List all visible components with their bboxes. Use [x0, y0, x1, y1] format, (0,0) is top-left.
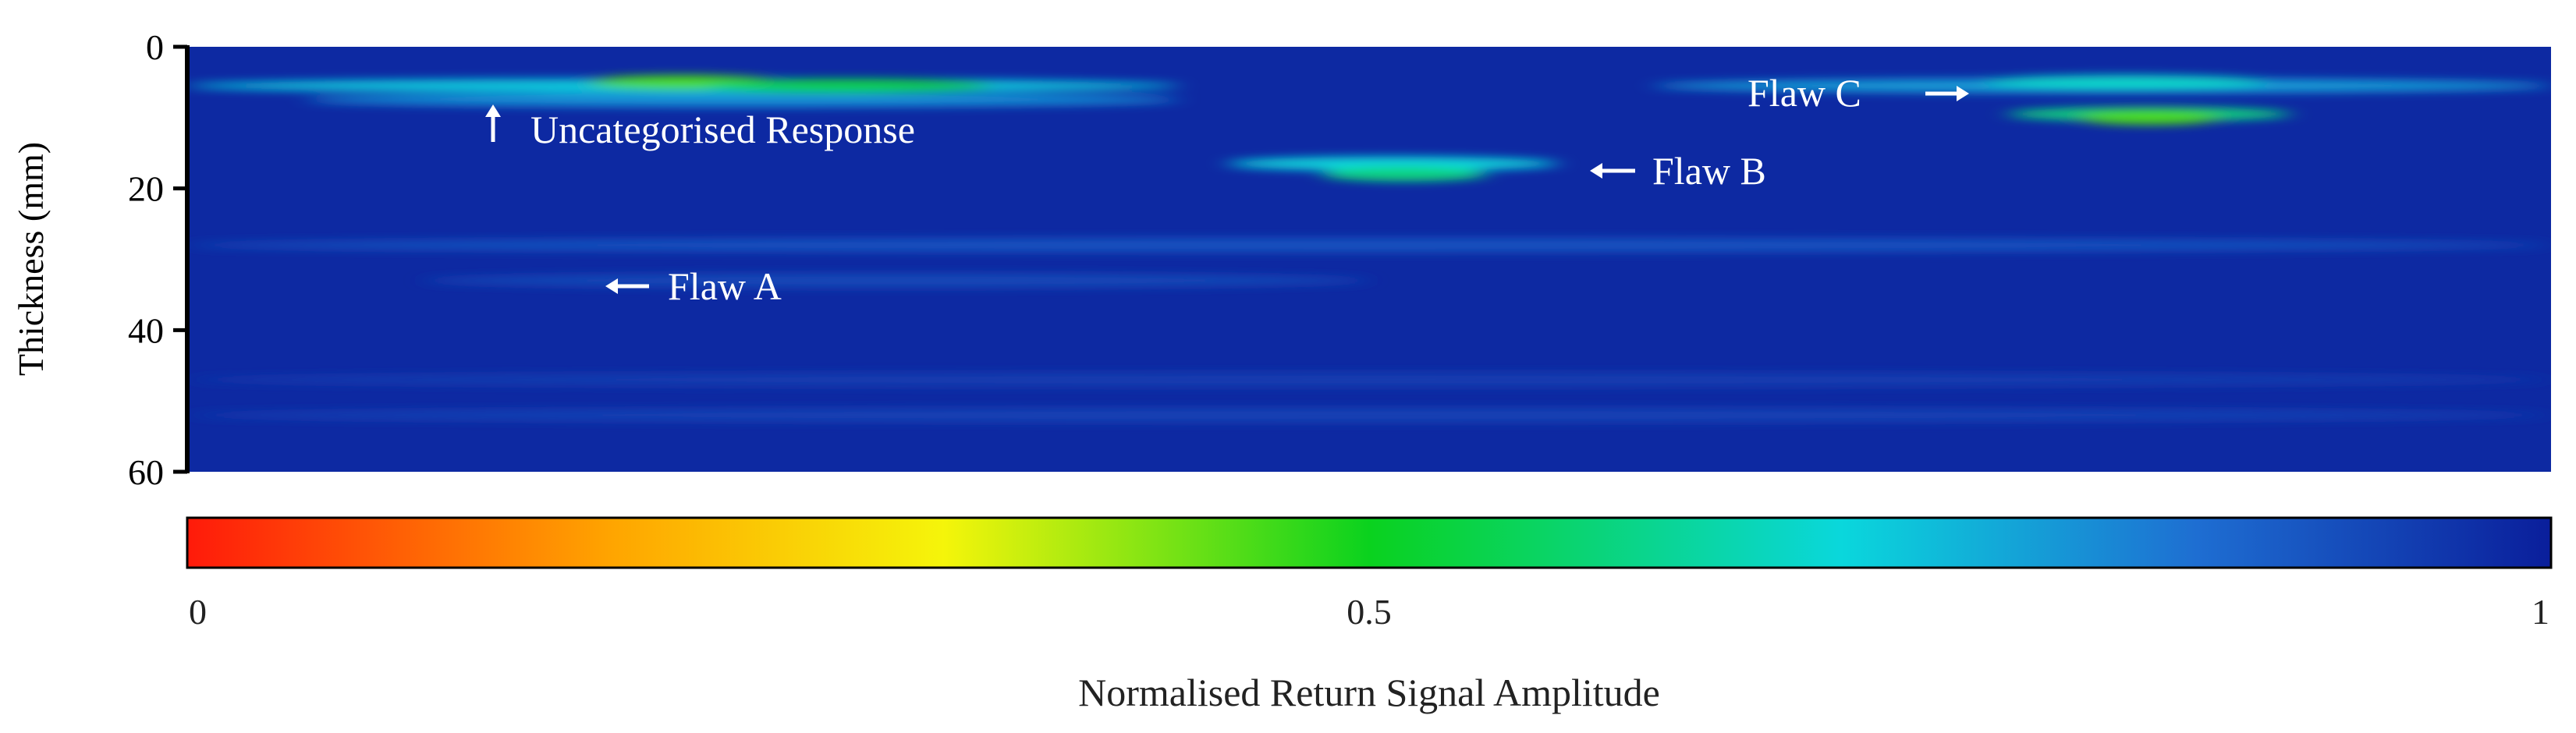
heatmap-plot-area [187, 47, 2551, 472]
y-axis: 0 20 40 60 Thickness (mm) [11, 27, 190, 492]
heatmap-feature [187, 408, 2551, 423]
colorbar-tick-label: 0.5 [1347, 592, 1392, 632]
heatmap-feature [1227, 156, 1559, 171]
colorbar-tick-label: 0 [189, 592, 207, 632]
colorbar-gradient [186, 516, 2553, 569]
annotation-uncategorised-response: Uncategorised Response [485, 104, 915, 151]
annotation-label: Uncategorised Response [530, 108, 915, 151]
heatmap-feature [187, 238, 2551, 253]
y-tick-label: 40 [128, 310, 164, 350]
heatmap-feature [2078, 110, 2220, 125]
arrow-up-icon [485, 104, 501, 142]
annotation-flaw-a: Flaw A [605, 264, 782, 308]
arrow-left-icon [1590, 163, 1635, 179]
heatmap-feature [305, 93, 1180, 108]
heatmap-feature [707, 78, 992, 93]
colorbar-label: Normalised Return Signal Amplitude [1078, 671, 1660, 714]
heatmap-feature [187, 372, 2551, 387]
y-tick-label: 20 [128, 169, 164, 209]
colorbar: 0 0.5 1 Normalised Return Signal Amplitude [186, 516, 2553, 714]
annotation-flaw-b: Flaw B [1590, 149, 1766, 193]
annotations: Uncategorised Response Flaw A Flaw B Fla… [485, 71, 1969, 308]
annotation-label: Flaw A [668, 264, 782, 308]
annotation-label: Flaw B [1652, 149, 1766, 193]
annotation-label: Flaw C [1747, 71, 1861, 115]
y-tick-label: 60 [128, 452, 164, 492]
arrow-right-icon [1925, 86, 1969, 101]
arrow-left-icon [605, 278, 649, 294]
heatmap-feature [424, 273, 1369, 288]
annotation-flaw-c: Flaw C [1747, 71, 1969, 115]
heatmap-feature [1983, 75, 2268, 90]
y-axis-label: Thickness (mm) [11, 142, 51, 376]
colorbar-tick-label: 1 [2532, 592, 2549, 632]
heatmap-feature [1322, 167, 1488, 182]
y-tick-label: 0 [146, 27, 164, 67]
